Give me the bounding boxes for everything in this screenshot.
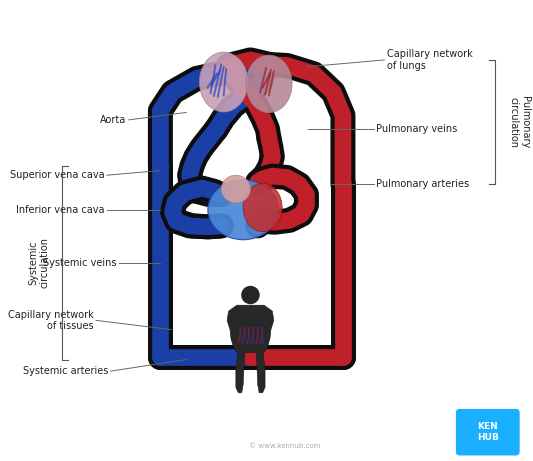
Text: Pulmonary arteries: Pulmonary arteries [376, 179, 469, 189]
Ellipse shape [208, 180, 278, 240]
FancyBboxPatch shape [456, 409, 520, 455]
Ellipse shape [243, 183, 282, 232]
Text: Capillary network
of lungs: Capillary network of lungs [387, 49, 473, 71]
Text: Pulmonary veins: Pulmonary veins [376, 124, 457, 134]
Text: Pulmonary
circulation: Pulmonary circulation [508, 96, 530, 148]
Polygon shape [227, 305, 274, 393]
Ellipse shape [241, 286, 260, 304]
Ellipse shape [221, 175, 251, 203]
Text: © www.kenhub.com: © www.kenhub.com [249, 443, 320, 449]
Text: Systemic veins: Systemic veins [43, 258, 117, 268]
Text: Inferior vena cava: Inferior vena cava [16, 205, 104, 215]
Text: Systemic
circulation: Systemic circulation [28, 237, 50, 288]
Ellipse shape [199, 52, 248, 112]
Ellipse shape [246, 55, 292, 113]
Text: Aorta: Aorta [100, 115, 126, 125]
Text: Systemic arteries: Systemic arteries [23, 366, 108, 376]
Text: Capillary network
of tissues: Capillary network of tissues [8, 310, 94, 331]
Text: KEN
HUB: KEN HUB [477, 422, 499, 442]
Text: Superior vena cava: Superior vena cava [10, 170, 104, 180]
